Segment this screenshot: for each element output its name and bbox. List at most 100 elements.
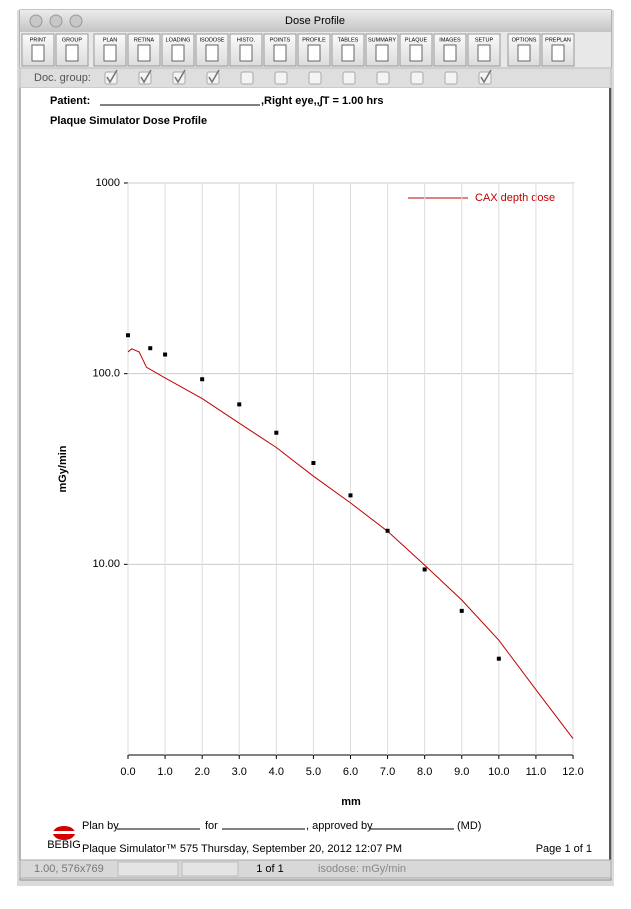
- page: [21, 88, 610, 860]
- data-point: [237, 402, 242, 407]
- logo-stripe: [52, 831, 76, 834]
- data-point: [148, 346, 153, 351]
- toolbar-icon: [239, 44, 253, 62]
- x-tick-label: 7.0: [380, 766, 395, 778]
- x-tick-label: 2.0: [195, 766, 210, 778]
- data-point: [311, 460, 316, 465]
- doc-group-checkbox[interactable]: [240, 71, 254, 85]
- data-point: [422, 567, 427, 572]
- logo-text: BEBIG: [47, 839, 81, 851]
- toolbar-button-label: SETUP: [475, 37, 494, 43]
- doc-group-checkbox[interactable]: [308, 71, 322, 85]
- data-point: [163, 352, 168, 357]
- toolbar-icon: [273, 44, 287, 62]
- x-tick-label: 6.0: [343, 766, 358, 778]
- toolbar-button-label: IMAGES: [439, 37, 461, 43]
- x-tick-label: 9.0: [454, 766, 469, 778]
- checkmark: [480, 69, 492, 84]
- data-point: [200, 377, 205, 382]
- toolbar-icon: [307, 44, 321, 62]
- page-number: Page 1 of 1: [536, 843, 592, 855]
- toolbar-icon: [551, 44, 565, 62]
- checkmark: [208, 69, 220, 84]
- toolbar-button-label: GROUP: [62, 37, 83, 43]
- app-line: Plaque Simulator™ 575 Thursday, Septembe…: [82, 843, 402, 855]
- x-tick-label: 3.0: [232, 766, 247, 778]
- doc-group-checkbox[interactable]: [410, 71, 424, 85]
- toolbar-button-label: PRINT: [30, 37, 47, 43]
- toolbar-button-label: PLAN: [103, 37, 117, 43]
- toolbar-icon: [477, 44, 491, 62]
- x-tick-label: 11.0: [526, 766, 547, 778]
- toolbar-button-label: POINTS: [270, 37, 291, 43]
- toolbar-icon: [409, 44, 423, 62]
- x-tick-label: 1.0: [157, 766, 172, 778]
- for-label: for: [205, 820, 218, 832]
- y-axis-label: mGy/min: [57, 445, 69, 492]
- report-title: Plaque Simulator Dose Profile: [50, 115, 207, 127]
- toolbar-icon: [103, 44, 117, 62]
- x-tick-label: 0.0: [120, 766, 135, 778]
- x-tick-label: 5.0: [306, 766, 321, 778]
- dose-line: [127, 348, 574, 739]
- toolbar-icon: [137, 44, 151, 62]
- toolbar-icon: [65, 44, 79, 62]
- toolbar-button-label: ISODOSE: [199, 37, 224, 43]
- checkmark: [174, 69, 186, 84]
- status-coords: 1.00, 576x769: [34, 863, 104, 875]
- plan-by: Plan by: [82, 820, 119, 832]
- x-tick-label: 8.0: [417, 766, 432, 778]
- doc-group-checkbox[interactable]: [342, 71, 356, 85]
- doc-group-checkbox[interactable]: [376, 71, 390, 85]
- status-page: 1 of 1: [256, 863, 284, 875]
- toolbar-button-label: OPTIONS: [512, 37, 537, 43]
- x-tick-label: 12.0: [562, 766, 583, 778]
- page-nav[interactable]: [181, 861, 239, 877]
- toolbar-icon: [375, 44, 389, 62]
- toolbar-icon: [31, 44, 45, 62]
- toolbar-button-label: PLAQUE: [405, 37, 428, 43]
- toolbar-button-label: LOADING: [166, 37, 191, 43]
- legend-label: CAX depth dose: [475, 192, 555, 204]
- patient-label: Patient:: [50, 95, 90, 107]
- data-point: [274, 430, 279, 435]
- zoom-controls[interactable]: [117, 861, 179, 877]
- data-point: [126, 333, 130, 338]
- y-tick-label: 1000: [96, 177, 120, 189]
- title-bar: [20, 10, 611, 32]
- data-point: [385, 528, 390, 533]
- data-point: [496, 656, 501, 661]
- y-tick-label: 100.0: [92, 368, 120, 380]
- toolbar-icon: [341, 44, 355, 62]
- x-axis-label: mm: [341, 796, 361, 808]
- data-point: [459, 608, 464, 613]
- toolbar-button-label: PREPLAN: [545, 37, 571, 43]
- toolbar-icon: [205, 44, 219, 62]
- data-point: [348, 493, 353, 498]
- doc-group-checkbox[interactable]: [444, 71, 458, 85]
- close-button[interactable]: [29, 14, 43, 28]
- zoom-button[interactable]: [69, 14, 83, 28]
- toolbar-icon: [517, 44, 531, 62]
- toolbar-button-label: RETINA: [134, 37, 155, 43]
- toolbar-button-label: PROFILE: [302, 37, 326, 43]
- toolbar-button-label: HISTO.: [237, 37, 256, 43]
- approved-by: , approved by: [306, 820, 373, 832]
- md-label: (MD): [457, 820, 481, 832]
- window-title: Dose Profile: [285, 15, 345, 27]
- doc-group-checkbox[interactable]: [274, 71, 288, 85]
- toolbar-icon: [171, 44, 185, 62]
- checkmark: [106, 69, 118, 84]
- checkmark: [140, 69, 152, 84]
- toolbar-button-label: SUMMARY: [368, 37, 396, 43]
- minimize-button[interactable]: [49, 14, 63, 28]
- y-tick-label: 10.00: [92, 558, 120, 570]
- doc-group-label: Doc. group:: [34, 72, 91, 84]
- toolbar-button-label: TABLES: [338, 37, 359, 43]
- status-unit: isodose: mGy/min: [318, 863, 406, 875]
- x-tick-label: 10.0: [488, 766, 509, 778]
- status-bar: [19, 859, 612, 879]
- toolbar-icon: [443, 44, 457, 62]
- x-tick-label: 4.0: [269, 766, 284, 778]
